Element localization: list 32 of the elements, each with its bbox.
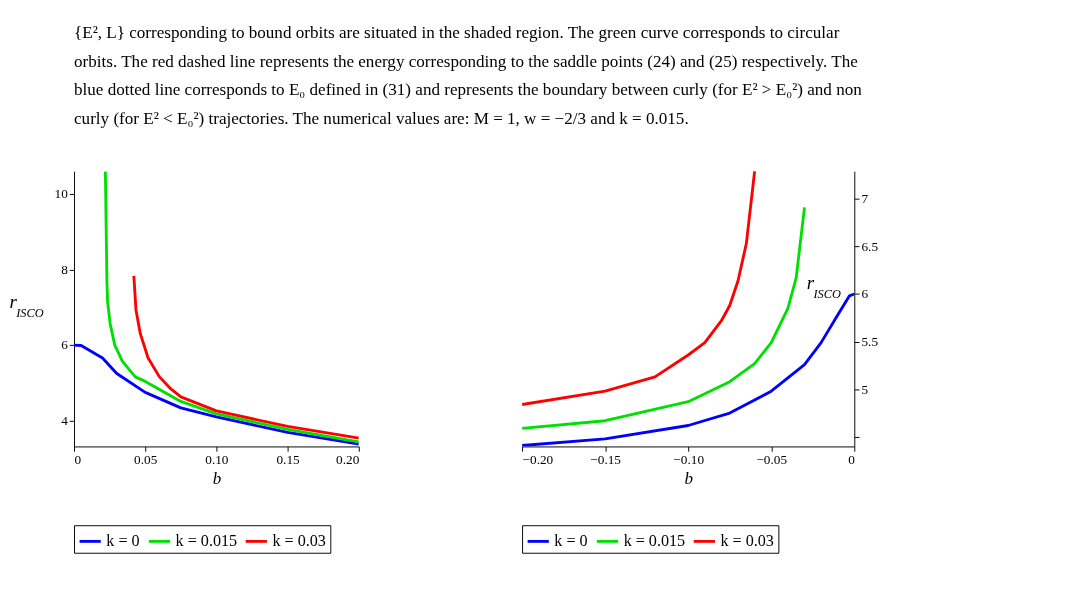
legend-label: k = 0.015 <box>623 532 686 550</box>
x-tick-label: 0.05 <box>134 452 158 468</box>
x-tick-label: 0 <box>848 452 856 468</box>
x-tick-label: −0.05 <box>756 452 788 468</box>
legend-label: k = 0.03 <box>720 532 774 550</box>
y-tick-label: 8 <box>61 261 69 277</box>
y-tick-label: 6 <box>861 286 869 302</box>
x-axis-title: b <box>212 468 222 488</box>
line-series <box>522 205 806 430</box>
x-tick-label: 0 <box>74 452 82 468</box>
x-tick-label: 0.10 <box>205 452 229 468</box>
y-tick-label: 6 <box>61 337 69 353</box>
y-tick-label: 10 <box>54 186 69 202</box>
x-tick-label: −0.10 <box>673 452 705 468</box>
legend-label: k = 0 <box>554 532 588 550</box>
line-series <box>103 171 359 444</box>
y-tick-label: 5.5 <box>861 333 879 349</box>
line-series <box>522 171 757 406</box>
text: {E², L} corresponding to bound orbits are situated in the shaded region. The green curve corresponds to circular orbits. The red dashed line represents the energy corresponding to the saddle points (24) and (25) respectively. The blue dotted line corresponds to E₀ defined in (31) and represents the boundary between curly (for E² > E₀²) and non curly (for E² < E₀²) trajectories. The numerical values are: M = 1, w = −2/3 and k = 0.015. <box>74 23 863 128</box>
x-axis-title: b <box>684 468 694 488</box>
x-tick-label: 0.20 <box>336 452 360 468</box>
line-series <box>132 274 359 440</box>
y-tick-label: 5 <box>861 381 869 397</box>
legend-label: k = 0.015 <box>175 532 238 550</box>
legend-label: k = 0 <box>106 532 140 550</box>
x-tick-label: −0.20 <box>522 452 554 468</box>
x-tick-label: −0.15 <box>590 452 622 468</box>
y-tick-label: 7 <box>861 191 869 207</box>
y-tick-label: 4 <box>61 413 69 429</box>
x-tick-label: 0.15 <box>276 452 301 468</box>
legend-label: k = 0.03 <box>272 532 326 550</box>
y-tick-label: 6.5 <box>861 238 879 254</box>
